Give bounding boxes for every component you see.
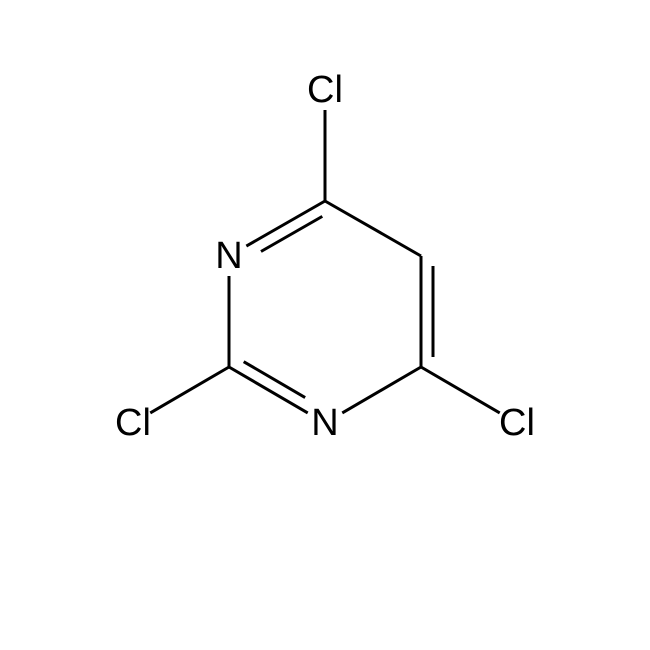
bond	[421, 367, 500, 413]
atom-label: Cl	[499, 402, 535, 444]
bond	[150, 367, 229, 413]
atom-label: Cl	[307, 69, 343, 111]
bond	[246, 201, 325, 246]
atom-label: Cl	[115, 402, 151, 444]
atom-label: N	[311, 402, 338, 444]
bond	[325, 201, 421, 256]
bond	[342, 367, 421, 413]
bond	[229, 367, 308, 413]
atom-label: N	[215, 235, 242, 277]
molecule-diagram: N N Cl Cl Cl	[0, 0, 650, 650]
